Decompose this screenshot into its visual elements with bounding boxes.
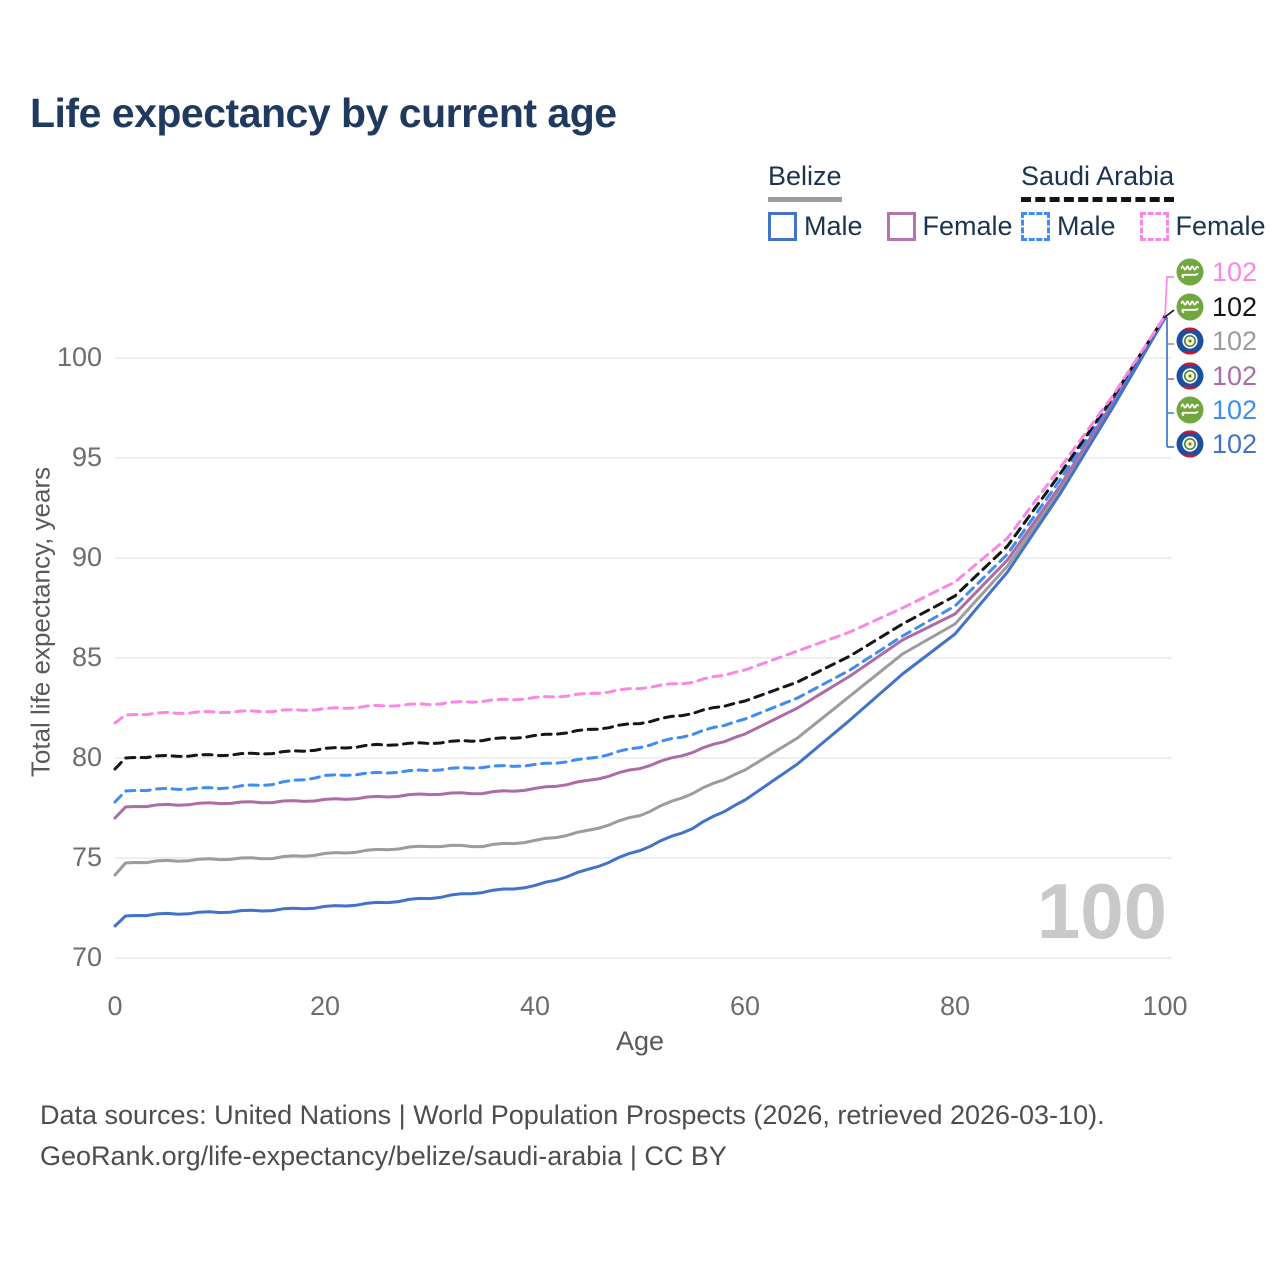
y-tick-label-95: 95 [71, 442, 102, 472]
series-line-belize-female[interactable] [113, 315, 1167, 820]
end-label-value: 102 [1212, 291, 1258, 322]
y-tick-label-75: 75 [71, 842, 102, 872]
age-counter-watermark: 100 [1036, 867, 1168, 955]
legend-item-belize-female[interactable]: Female [886, 211, 1013, 242]
legend-item-saudi-female[interactable]: Female [1139, 211, 1266, 242]
end-label-belize-3: 102 [1176, 327, 1257, 355]
saudi-arabia-flag-icon [1176, 396, 1204, 424]
x-tick-label-100: 100 [1142, 991, 1188, 1021]
legend-row-belize: Male Female [768, 211, 1037, 242]
end-label-connector [1164, 276, 1174, 318]
legend-country-saudi-arabia: Saudi Arabia [1021, 161, 1175, 202]
series-line-saudi-arabia-all[interactable] [113, 314, 1167, 771]
x-tick-label-20: 20 [309, 991, 341, 1021]
saudi-female-swatch-icon[interactable] [1139, 212, 1169, 241]
legend-item-saudi-male[interactable]: Male [1021, 211, 1116, 242]
legend-item-belize-male[interactable]: Male [768, 211, 863, 242]
belize-flag-icon [1176, 362, 1204, 390]
y-tick-label-85: 85 [71, 642, 102, 672]
chart-title: Life expectancy by current age [30, 90, 617, 136]
legend-country-belize: Belize [768, 161, 842, 202]
belize-female-swatch-icon[interactable] [886, 212, 916, 241]
end-label-belize-4: 102 [1176, 362, 1257, 390]
belize-male-swatch-icon[interactable] [768, 212, 797, 241]
legend-label: Female [1175, 211, 1266, 241]
x-tick-label-80: 80 [939, 991, 971, 1021]
x-tick-label-60: 60 [729, 991, 761, 1021]
y-tick-label-80: 80 [71, 742, 102, 772]
legend-row-saudi-arabia: Male Female [1021, 211, 1280, 242]
x-tick-label-40: 40 [519, 991, 551, 1021]
end-label-value: 102 [1212, 325, 1258, 356]
attribution-link: GeoRank.org/life-expectancy/belize/saudi… [40, 1141, 727, 1171]
end-label-value: 102 [1212, 360, 1258, 391]
end-label-saudi-arabia-5: 102 [1176, 396, 1257, 424]
legend-label: Male [1057, 211, 1116, 241]
end-label-value: 102 [1212, 394, 1258, 425]
series-line-belize-male[interactable] [113, 316, 1167, 928]
end-label-value: 102 [1212, 428, 1258, 459]
belize-flag-icon [1176, 327, 1204, 355]
y-tick-label-90: 90 [71, 542, 102, 572]
end-label-belize-6: 102 [1176, 430, 1257, 458]
legend-label: Male [804, 211, 863, 241]
legend-group-belize: Belize Male Female [768, 161, 1037, 242]
end-label-saudi-arabia-2: 102 [1176, 293, 1257, 321]
x-axis-title: Age [615, 1026, 665, 1056]
saudi-arabia-flag-icon [1176, 258, 1204, 286]
belize-flag-icon [1176, 430, 1204, 458]
x-tick-label-0: 0 [107, 991, 123, 1021]
end-label-value: 102 [1212, 256, 1258, 287]
data-sources-note: Data sources: United Nations | World Pop… [40, 1100, 1105, 1130]
y-tick-label-70: 70 [71, 942, 102, 972]
end-label-saudi-arabia-1: 102 [1176, 258, 1257, 286]
y-tick-label-100: 100 [56, 342, 102, 372]
legend-label: Female [922, 211, 1013, 241]
end-label-connector [1164, 309, 1175, 318]
series-line-saudi-arabia-male[interactable] [113, 315, 1167, 804]
y-axis-title: Total life expectancy, years [25, 466, 56, 778]
saudi-arabia-flag-icon [1176, 293, 1204, 321]
series-line-saudi-arabia-female[interactable] [113, 314, 1167, 725]
series-line-belize-all[interactable] [113, 316, 1167, 877]
saudi-male-swatch-icon[interactable] [1021, 212, 1050, 241]
legend-group-saudi-arabia: Saudi Arabia Male Female [1021, 161, 1280, 242]
